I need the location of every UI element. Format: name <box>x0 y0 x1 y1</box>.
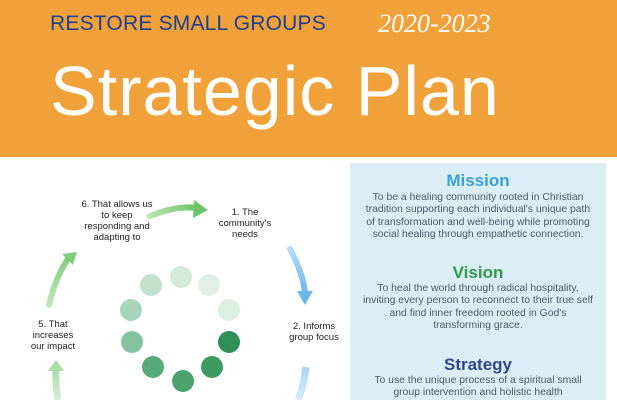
ring-dot <box>142 356 164 378</box>
ring-dot <box>201 356 223 378</box>
cycle-diagram: 6. That allows us to keep responding and… <box>0 157 350 400</box>
ring-dot <box>172 370 194 392</box>
arrow-bottom-right <box>294 366 310 400</box>
mission-heading: Mission <box>446 171 510 190</box>
ring-dot <box>140 274 162 296</box>
dot-ring <box>120 266 240 392</box>
ring-dot <box>218 331 240 353</box>
vision-heading: Vision <box>452 263 504 282</box>
page-title: Strategic Plan <box>50 52 500 130</box>
plan-years: 2020-2023 <box>378 9 491 38</box>
ring-dot <box>218 299 240 321</box>
arrow-right <box>287 246 313 305</box>
arrow-top <box>147 200 208 219</box>
ring-dot <box>170 266 192 288</box>
arrow-bottom-left <box>48 360 64 400</box>
strategy-heading: Strategy <box>443 355 513 374</box>
cycle-graphic <box>46 200 313 400</box>
cycle-step-5: 5. That increases our impact <box>30 319 76 352</box>
organization-name: RESTORE SMALL GROUPS <box>50 12 326 35</box>
ring-dot <box>198 274 220 296</box>
vision-text: To heal the world through radical hospit… <box>363 283 593 332</box>
ring-dot <box>120 299 142 321</box>
mission-text: To be a healing community rooted in Chri… <box>365 192 591 241</box>
cycle-step-6: 6. That allows us to keep responding and… <box>81 199 153 243</box>
strategy-text: To use the unique process of a spiritual… <box>374 375 582 399</box>
header-banner: RESTORE SMALL GROUPS 2020-2023 Strategic… <box>0 0 617 157</box>
cycle-step-2: 2. Informs group focus <box>289 321 339 343</box>
arrow-left <box>46 252 77 308</box>
cycle-step-1: 1. The community's needs <box>218 207 272 240</box>
mission-vision-panel: Mission To be a healing community rooted… <box>350 163 606 400</box>
ring-dot <box>121 331 143 353</box>
